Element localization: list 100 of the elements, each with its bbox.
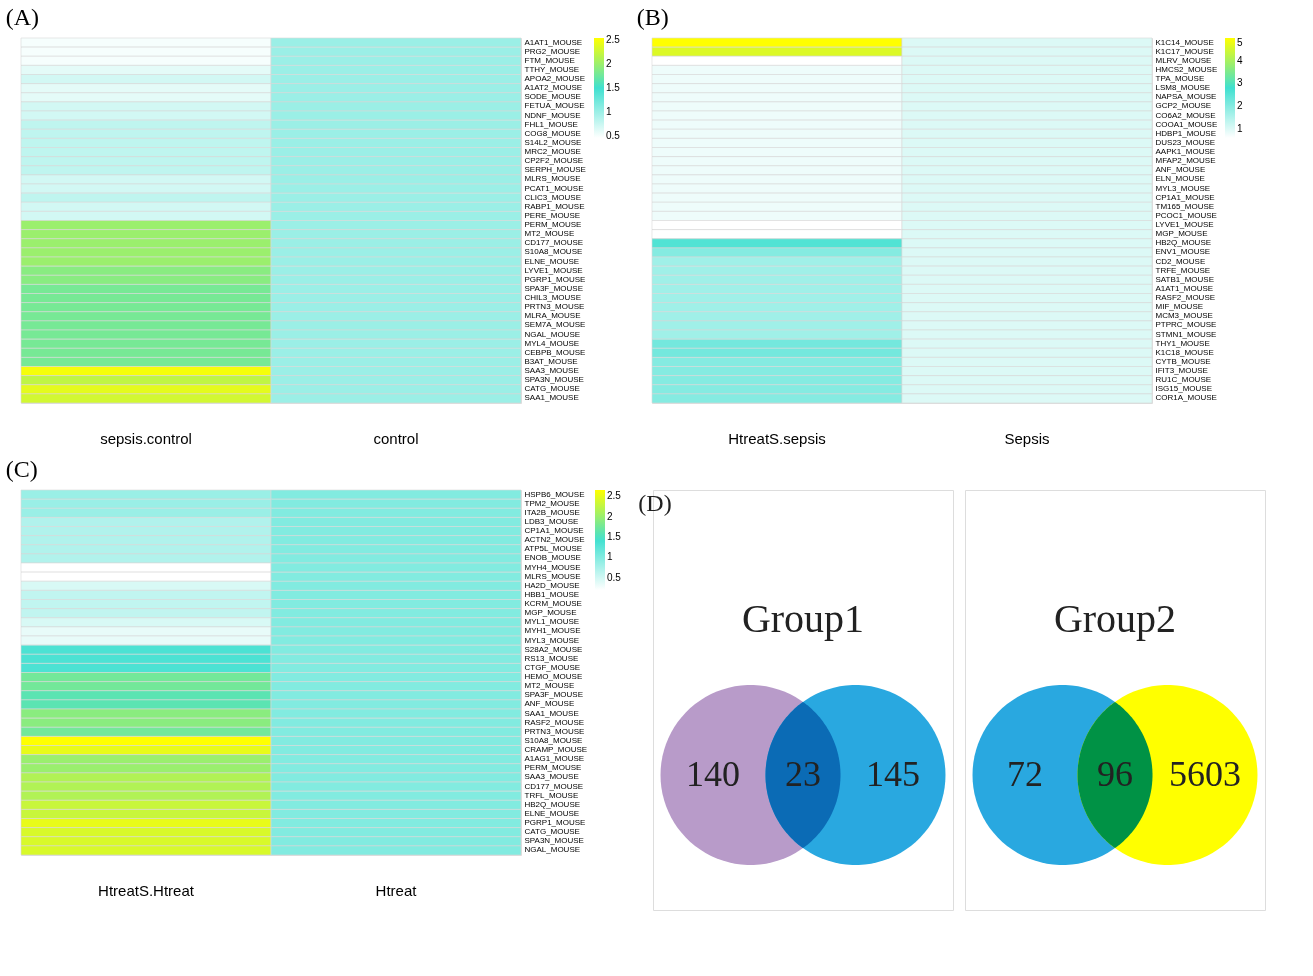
y-tick-label: TTHY_MOUSE: [524, 64, 580, 74]
y-tick-label: NDNF_MOUSE: [524, 110, 581, 120]
y-tick-label: RASF2_MOUSE: [524, 717, 585, 727]
y-tick-label: SODE_MOUSE: [524, 92, 581, 102]
y-tick-label: SATB1_MOUSE: [1155, 274, 1215, 284]
y-tick-label: THY1_MOUSE: [1155, 338, 1210, 348]
y-tick-label: ENOB_MOUSE: [524, 553, 581, 563]
y-tick-label: PGRP1_MOUSE: [524, 274, 586, 284]
y-tick-label: COR1A_MOUSE: [1155, 393, 1217, 403]
y-tick-label: COG8_MOUSE: [524, 128, 581, 138]
y-tick-label: S28A2_MOUSE: [524, 644, 583, 654]
y-tick-label: PERM_MOUSE: [524, 220, 582, 230]
y-tick-label: ANF_MOUSE: [524, 699, 575, 709]
y-tick-label: ELN_MOUSE: [1155, 174, 1205, 184]
y-tick-label: ELNE_MOUSE: [524, 808, 580, 818]
y-tick-label: TRFE_MOUSE: [1155, 265, 1211, 275]
y-tick-label: HA2D_MOUSE: [524, 580, 580, 590]
color-bar-label: 2.5: [606, 34, 621, 46]
y-tick-label: PRTN3_MOUSE: [524, 726, 585, 736]
y-tick-label: MLRV_MOUSE: [1155, 55, 1212, 65]
y-tick-label: SPA3N_MOUSE: [524, 836, 584, 846]
y-tick-label: LYVE1_MOUSE: [524, 265, 583, 275]
y-tick-label: COOA1_MOUSE: [1155, 119, 1218, 129]
text: Group2: [1053, 596, 1177, 641]
y-tick-label: PGRP1_MOUSE: [524, 818, 586, 828]
y-tick-label: MYH4_MOUSE: [524, 562, 581, 572]
y-tick-label: MLRA_MOUSE: [524, 311, 581, 321]
y-tick-label: MIF_MOUSE: [1155, 302, 1204, 312]
y-tick-label: K1C17_MOUSE: [1155, 46, 1214, 56]
y-tick-label: PERM_MOUSE: [524, 763, 582, 773]
y-tick-label: K1C18_MOUSE: [1155, 347, 1214, 357]
text: (D): [638, 490, 672, 516]
data-label: 140: [686, 754, 740, 794]
y-tick-label: HEMO_MOUSE: [524, 672, 583, 682]
y-tick-label: PCAT1_MOUSE: [524, 183, 584, 193]
x-tick-label: Sepsis: [1004, 429, 1050, 447]
color-bar-label: 2: [607, 510, 613, 522]
text: (C): [5, 455, 38, 482]
x-tick-label: HtreatS.sepsis: [728, 429, 826, 447]
y-tick-label: CTGF_MOUSE: [524, 662, 581, 672]
y-tick-label: PERE_MOUSE: [524, 210, 581, 220]
y-tick-label: PRG2_MOUSE: [524, 46, 581, 56]
y-tick-label: ITA2B_MOUSE: [524, 507, 580, 517]
text: Group1: [741, 596, 865, 641]
y-tick-label: NGAL_MOUSE: [524, 329, 581, 339]
y-tick-label: TPA_MOUSE: [1155, 74, 1205, 84]
y-tick-label: MLRS_MOUSE: [524, 174, 581, 184]
y-tick-label: SAA1_MOUSE: [524, 708, 579, 718]
y-tick-label: CHIL3_MOUSE: [524, 293, 581, 303]
y-tick-label: RASF2_MOUSE: [1155, 293, 1216, 303]
y-tick-label: ELNE_MOUSE: [524, 256, 580, 266]
y-tick-label: CD2_MOUSE: [1155, 256, 1206, 266]
color-bar-label: 2.5: [607, 490, 622, 502]
y-tick-label: LDB3_MOUSE: [524, 516, 579, 526]
color-bar-label: 1: [607, 551, 613, 563]
y-tick-label: MYL3_MOUSE: [1155, 183, 1211, 193]
y-tick-label: NAPSA_MOUSE: [1155, 92, 1217, 102]
y-tick-label: CEBPB_MOUSE: [524, 347, 586, 357]
color-bar-label: 3: [1237, 77, 1243, 89]
y-tick-label: S10A8_MOUSE: [524, 735, 583, 745]
y-tick-label: SPA3F_MOUSE: [524, 283, 584, 293]
y-tick-label: RS13_MOUSE: [524, 653, 579, 663]
y-tick-label: TM165_MOUSE: [1155, 201, 1215, 211]
y-tick-label: LSM8_MOUSE: [1155, 83, 1211, 93]
y-tick-label: SAA1_MOUSE: [524, 393, 579, 403]
y-tick-label: SAA3_MOUSE: [524, 772, 579, 782]
y-tick-label: SPA3F_MOUSE: [524, 690, 584, 700]
data-label: 72: [1007, 754, 1043, 794]
y-tick-label: ISG15_MOUSE: [1155, 384, 1212, 394]
y-tick-label: SERPH_MOUSE: [524, 165, 586, 175]
x-tick-label: control: [373, 429, 419, 447]
y-tick-label: A1AT1_MOUSE: [1155, 283, 1214, 293]
y-tick-label: MGP_MOUSE: [524, 608, 577, 618]
color-bar-label: 4: [1237, 54, 1243, 66]
y-tick-label: MYL1_MOUSE: [524, 617, 580, 627]
y-tick-label: CRAMP_MOUSE: [524, 745, 588, 755]
y-tick-label: NGAL_MOUSE: [524, 845, 581, 855]
y-tick-label: ATP5L_MOUSE: [524, 544, 583, 554]
color-bar-label: 5: [1237, 37, 1243, 48]
y-tick-label: MFAP2_MOUSE: [1155, 156, 1216, 166]
y-tick-label: CATG_MOUSE: [524, 384, 580, 394]
y-tick-label: LYVE1_MOUSE: [1155, 220, 1214, 230]
y-tick-label: B3AT_MOUSE: [524, 356, 578, 366]
y-tick-label: HB2Q_MOUSE: [524, 799, 581, 809]
color-bar-label: 1.5: [607, 530, 622, 542]
y-tick-label: MT2_MOUSE: [524, 681, 575, 691]
y-tick-label: STMN1_MOUSE: [1155, 329, 1217, 339]
y-tick-label: ACTN2_MOUSE: [524, 535, 585, 545]
y-tick-label: ENV1_MOUSE: [1155, 247, 1211, 257]
y-tick-label: KCRM_MOUSE: [524, 599, 582, 609]
color-bar-label: 1: [606, 105, 612, 117]
text: (A): [5, 3, 40, 30]
y-tick-label: MRC2_MOUSE: [524, 147, 581, 157]
y-tick-label: MCM3_MOUSE: [1155, 311, 1213, 321]
y-tick-label: CP1A1_MOUSE: [524, 526, 584, 536]
color-bar-label: 1: [1237, 122, 1243, 134]
y-tick-label: TPM2_MOUSE: [524, 498, 580, 508]
y-tick-label: FTM_MOUSE: [524, 55, 575, 65]
y-tick-label: PCOC1_MOUSE: [1155, 210, 1217, 220]
y-tick-label: SPA3N_MOUSE: [524, 375, 584, 385]
